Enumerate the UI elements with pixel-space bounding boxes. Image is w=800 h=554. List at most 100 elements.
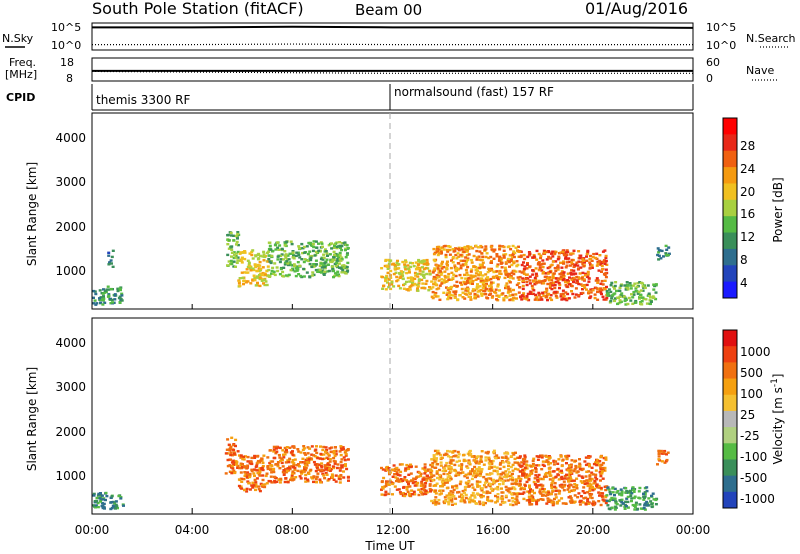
scatter-cell — [405, 271, 409, 275]
scatter-cell — [230, 245, 234, 248]
scatter-cell — [486, 270, 490, 274]
scatter-cell — [255, 477, 259, 480]
scatter-cell — [542, 282, 546, 285]
scatter-cell — [587, 280, 591, 283]
scatter-cell — [278, 446, 282, 449]
scatter-cell — [587, 502, 591, 505]
scatter-cell — [271, 266, 275, 270]
scatter-cell — [551, 276, 555, 279]
scatter-cell — [471, 247, 475, 250]
scatter-cell — [292, 464, 296, 467]
scatter-cell — [265, 482, 269, 485]
scatter-cell — [448, 476, 452, 479]
scatter-cell — [449, 459, 453, 463]
scatter-cell — [502, 472, 506, 475]
scatter-cell — [310, 244, 314, 247]
scatter-cell — [545, 250, 549, 253]
scatter-cell — [652, 288, 656, 291]
scatter-cell — [336, 253, 340, 256]
scatter-cell — [585, 259, 589, 262]
scatter-cell — [303, 251, 307, 254]
scatter-cell — [405, 463, 409, 467]
scatter-cell — [470, 261, 474, 264]
scatter-cell — [481, 283, 485, 286]
scatter-cell — [490, 472, 494, 475]
scatter-cell — [294, 267, 298, 270]
scatter-cell — [638, 293, 642, 296]
scatter-cell — [277, 453, 281, 457]
scatter-cell — [278, 481, 282, 484]
scatter-cell — [650, 505, 654, 509]
scatter-cell — [635, 289, 639, 293]
scatter-cell — [118, 287, 122, 290]
scatter-cell — [98, 289, 102, 292]
scatter-cell — [492, 449, 496, 452]
scatter-cell — [282, 266, 286, 269]
scatter-cell — [596, 458, 600, 462]
scatter-cell — [344, 247, 348, 250]
scatter-cell — [302, 267, 306, 271]
scatter-cell — [508, 276, 512, 279]
scatter-cell — [665, 453, 668, 456]
scatter-cell — [439, 453, 442, 457]
scatter-cell — [587, 455, 591, 458]
scatter-cell — [572, 273, 576, 276]
velocity-colorbar-label-sup: -1 — [770, 378, 780, 387]
scatter-cell — [429, 471, 433, 474]
scatter-cell — [293, 270, 297, 273]
scatter-cell — [564, 280, 567, 284]
scatter-cell — [397, 263, 401, 266]
scatter-cell — [516, 276, 520, 279]
scatter-cell — [339, 246, 342, 250]
velocity-cbar-tick: -25 — [740, 429, 760, 443]
scatter-cell — [588, 489, 592, 493]
scatter-cell — [510, 258, 513, 261]
scatter-cell — [269, 261, 273, 265]
scatter-cell — [384, 279, 387, 283]
colorbar-segment — [723, 150, 737, 168]
scatter-cell — [480, 294, 484, 297]
scatter-cell — [573, 468, 577, 471]
colorbar-segment — [723, 281, 737, 299]
scatter-cell — [470, 469, 474, 473]
scatter-cell — [308, 242, 312, 245]
scatter-cell — [96, 494, 100, 497]
scatter-cell — [333, 460, 337, 463]
scatter-cell — [585, 288, 588, 291]
scatter-cell — [414, 261, 418, 264]
scatter-cell — [451, 255, 455, 259]
scatter-cell — [568, 471, 572, 474]
scatter-cell — [404, 260, 408, 264]
velocity-cbar-tick: 25 — [740, 408, 755, 422]
scatter-cell — [305, 461, 309, 464]
scatter-cell — [525, 295, 529, 298]
time-tick-label: 04:00 — [175, 523, 210, 537]
scatter-cell — [227, 260, 231, 263]
scatter-cell — [468, 463, 472, 466]
scatter-cell — [570, 499, 574, 502]
scatter-cell — [467, 281, 471, 284]
scatter-cell — [654, 284, 658, 287]
scatter-cell — [334, 264, 338, 268]
scatter-cell — [541, 498, 545, 501]
scatter-cell — [611, 487, 615, 490]
scatter-cell — [291, 250, 295, 253]
scatter-cell — [630, 497, 634, 500]
scatter-cell — [626, 500, 630, 504]
scatter-cell — [550, 482, 554, 485]
scatter-cell — [328, 457, 332, 461]
scatter-cell — [637, 290, 641, 294]
scatter-cell — [648, 296, 652, 299]
scatter-cell — [330, 260, 334, 264]
scatter-cell — [561, 289, 565, 292]
scatter-cell — [528, 490, 532, 493]
scatter-cell — [339, 460, 343, 464]
scatter-cell — [101, 506, 105, 510]
scatter-cell — [601, 260, 605, 263]
scatter-cell — [522, 261, 525, 264]
scatter-cell — [440, 492, 443, 495]
scatter-cell — [466, 466, 470, 470]
power-cbar-tick: 8 — [740, 253, 748, 267]
scatter-cell — [534, 474, 538, 477]
power-colorbar-frame — [722, 117, 738, 299]
